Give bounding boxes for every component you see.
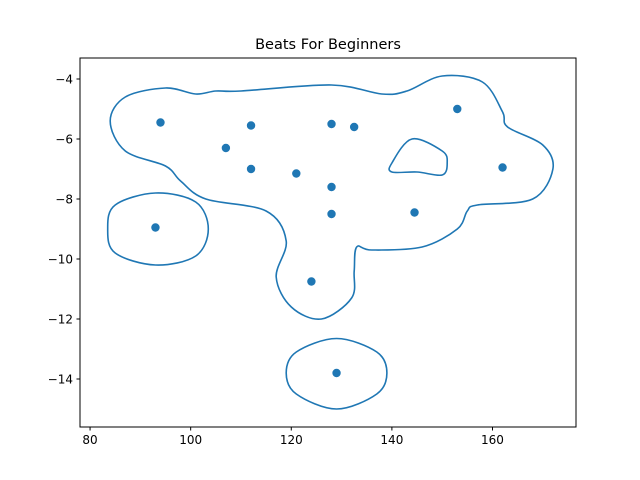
data-point (246, 164, 256, 174)
data-point (498, 163, 507, 172)
data-point (327, 209, 336, 219)
x-tick-label: 140 (380, 433, 403, 447)
data-point (410, 208, 419, 217)
data-point (349, 122, 359, 132)
contour-main-region (109, 74, 555, 321)
y-tick-label: −4 (55, 72, 73, 86)
chart-title: Beats For Beginners (255, 37, 401, 53)
y-tick-label: −10 (48, 252, 73, 266)
plot-area (106, 74, 555, 410)
data-point (332, 368, 341, 378)
x-tick-label: 120 (280, 433, 303, 447)
contour-bottom-region (285, 337, 388, 410)
data-point (327, 182, 336, 192)
x-axis: 80 100 120 140 160 (82, 427, 504, 447)
y-tick-label: −14 (48, 372, 73, 386)
data-point (246, 121, 256, 130)
data-point (327, 119, 336, 129)
y-axis: −14 −12 −10 −8 −6 −4 (48, 72, 80, 386)
x-tick-label: 100 (179, 433, 202, 447)
y-tick-label: −12 (48, 312, 73, 326)
data-point (151, 223, 160, 232)
data-point (307, 277, 316, 286)
data-point (156, 118, 165, 127)
axes-frame (79, 57, 577, 428)
data-point (292, 169, 301, 178)
y-tick-label: −6 (55, 132, 73, 146)
contour-left-region (106, 192, 210, 266)
contour-inner-hole (388, 137, 449, 177)
x-tick-label: 80 (82, 433, 97, 447)
y-tick-label: −8 (55, 192, 73, 206)
data-point (221, 143, 231, 153)
data-point (453, 104, 462, 114)
x-tick-label: 160 (481, 433, 504, 447)
